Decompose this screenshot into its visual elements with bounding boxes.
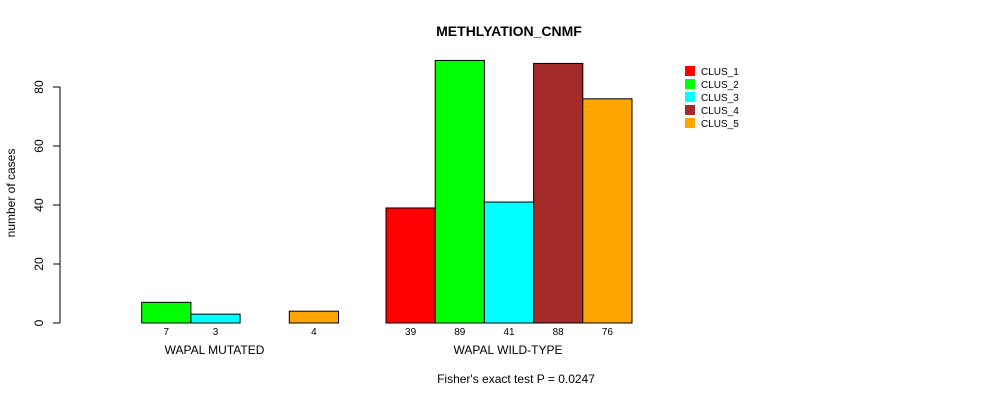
y-tick-label: 60 (32, 139, 46, 153)
legend-swatch-clus-3 (685, 92, 695, 102)
bar-clus-1-wapal-wild-type (385, 207, 436, 324)
count-label: 88 (553, 327, 565, 338)
count-label: 76 (602, 327, 614, 338)
bar-clus-3-wapal-mutated (190, 313, 241, 324)
bar-clus-5-wapal-wild-type (582, 98, 633, 324)
count-labels: 7 3 4 39 89 41 88 76 (164, 327, 614, 338)
chart-title: METHLYATION_CNMF (436, 23, 582, 39)
bars (141, 59, 633, 324)
legend-label-clus-4: CLUS_4 (701, 106, 739, 117)
legend-label-clus-2: CLUS_2 (701, 80, 739, 91)
count-label: 4 (311, 327, 317, 338)
y-axis-label: number of cases (4, 149, 18, 238)
y-axis: 0 20 40 60 80 (32, 80, 61, 326)
legend-swatch-clus-5 (685, 118, 695, 128)
legend-swatch-clus-1 (685, 66, 695, 76)
count-label: 41 (503, 327, 515, 338)
legend: CLUS_1 CLUS_2 CLUS_3 CLUS_4 CLUS_5 (685, 66, 739, 130)
count-label: 89 (454, 327, 466, 338)
y-tick-label: 20 (32, 257, 46, 271)
y-tick-label: 0 (32, 319, 46, 326)
count-label: 39 (405, 327, 417, 338)
fisher-test-footnote: Fisher's exact test P = 0.0247 (437, 372, 595, 386)
y-tick-label: 40 (32, 198, 46, 212)
bar-clus-2-wapal-mutated (141, 301, 192, 324)
bar-clus-4-wapal-wild-type (533, 62, 584, 324)
category-label-wapal-mutated: WAPAL MUTATED (165, 343, 265, 357)
bar-clus-2-wapal-wild-type (434, 59, 485, 324)
count-label: 7 (164, 327, 170, 338)
bar-clus-5-wapal-mutated (288, 310, 339, 324)
legend-swatch-clus-4 (685, 105, 695, 115)
category-labels: WAPAL MUTATED WAPAL WILD-TYPE (165, 343, 563, 357)
legend-swatch-clus-2 (685, 79, 695, 89)
count-label: 3 (213, 327, 219, 338)
legend-label-clus-1: CLUS_1 (701, 67, 739, 78)
y-tick-label: 80 (32, 80, 46, 94)
bar-clus-3-wapal-wild-type (483, 201, 535, 324)
legend-label-clus-5: CLUS_5 (701, 119, 739, 130)
legend-label-clus-3: CLUS_3 (701, 93, 739, 104)
category-label-wapal-wild-type: WAPAL WILD-TYPE (454, 343, 563, 357)
